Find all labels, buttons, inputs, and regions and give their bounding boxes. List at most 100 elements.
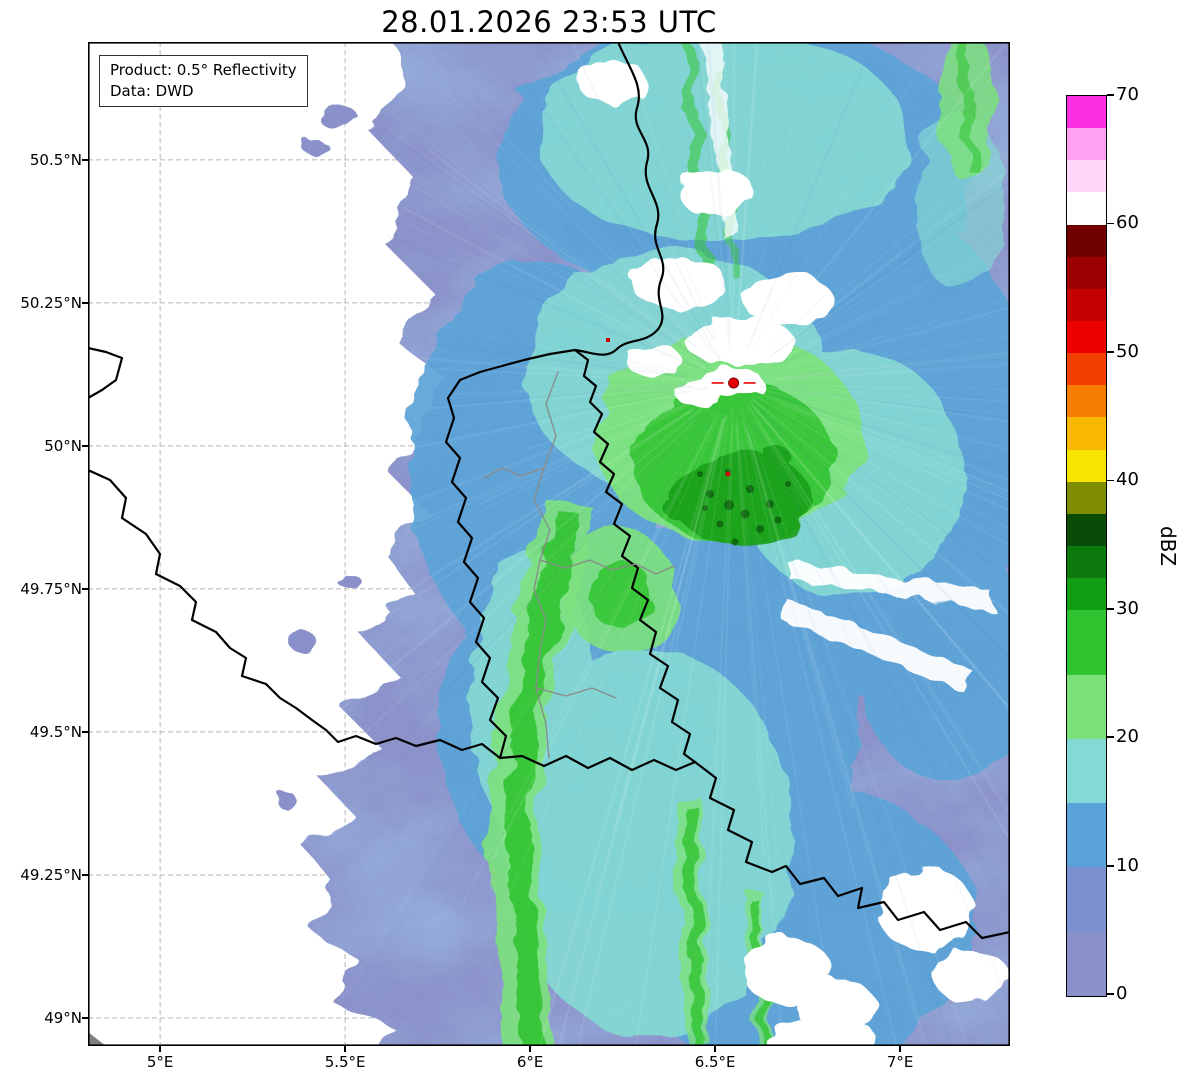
border-layer <box>88 42 1010 1046</box>
radial-streak <box>686 408 734 1046</box>
radial-streak <box>755 397 1010 715</box>
colorbar-tick-mark <box>1107 479 1114 482</box>
canton-borders <box>483 371 675 759</box>
colorbar-tick-mark <box>1107 736 1114 739</box>
plot-frame <box>88 42 1010 1046</box>
radar-site-dot <box>728 377 740 389</box>
product-info-box: Product: 0.5° Reflectivity Data: DWD <box>99 55 308 107</box>
radial-streak <box>406 222 686 361</box>
radial-streak <box>409 401 717 731</box>
echo-free-gaps <box>578 42 1010 1046</box>
x-tick-label: 5°E <box>146 1053 174 1071</box>
radial-streak <box>764 241 936 362</box>
x-tick-label: 7°E <box>886 1053 914 1071</box>
radial-streak <box>577 425 729 1046</box>
colorbar-tick-label: 0 <box>1116 983 1128 1005</box>
radial-streak <box>303 332 705 383</box>
y-tick-label: 49.5°N <box>29 722 82 741</box>
colorbar-tick-mark <box>1107 351 1114 353</box>
y-tick-label: 49.75°N <box>20 579 82 598</box>
radar-site-marker <box>711 377 756 389</box>
high-reflectivity-pixel <box>725 471 731 477</box>
radial-streak <box>575 434 723 1046</box>
radial-streak <box>754 395 1010 623</box>
radial-streak <box>403 42 716 343</box>
colorbar-tick-label: 30 <box>1116 597 1139 619</box>
colorbar-axis-label: dBZ <box>1156 525 1180 567</box>
colorbar-band <box>1067 803 1106 868</box>
radial-streak <box>741 419 904 1046</box>
radial-streak <box>702 424 734 1046</box>
colorbar-band <box>1067 256 1106 289</box>
radial-streak <box>439 418 725 1046</box>
y-tick-mark <box>82 874 88 876</box>
y-tick-mark <box>82 731 88 733</box>
y-tick-mark <box>82 588 88 590</box>
x-tick-mark <box>159 1046 161 1052</box>
radial-streak <box>427 148 704 361</box>
y-tick-mark <box>82 159 88 161</box>
radial-streak <box>303 419 696 1022</box>
colorbar-tick-label: 20 <box>1116 726 1139 748</box>
isolated-echo-patches <box>277 106 362 809</box>
radial-streak <box>747 424 974 1046</box>
radial-streak <box>747 404 1010 1046</box>
colorbar-band <box>1067 385 1106 418</box>
radial-streak <box>594 413 726 902</box>
colorbar-tick-mark <box>1107 864 1114 867</box>
radial-streak <box>747 414 1010 1046</box>
radial-streak <box>746 54 869 349</box>
radial-streak <box>721 42 734 350</box>
radial-streak <box>779 401 1010 730</box>
map-plot <box>88 42 1010 1046</box>
radial-streak <box>651 184 717 339</box>
radial-streak <box>560 398 710 496</box>
colorbar-tick-mark <box>1107 222 1114 225</box>
radial-streak <box>732 42 737 343</box>
x-tick-mark <box>899 1046 901 1052</box>
radial-streak <box>505 418 719 901</box>
radar-echo-field <box>277 42 1010 1046</box>
radial-streak <box>673 414 728 652</box>
high-reflectivity-pixel <box>606 338 610 342</box>
radial-streak <box>772 410 943 533</box>
radial-streak <box>759 42 1010 364</box>
radial-streak <box>747 432 1010 1046</box>
radial-streak <box>480 401 693 505</box>
radial-streak <box>745 428 854 809</box>
radial-streak <box>786 266 1010 380</box>
radial-streak <box>755 419 1010 843</box>
radial-streak <box>612 422 725 832</box>
colorbar-band <box>1067 417 1106 450</box>
colorbar-band <box>1067 867 1106 932</box>
radial-streak <box>772 254 1010 380</box>
radial-streak <box>610 42 731 351</box>
x-tick-label: 5.5°E <box>324 1053 366 1071</box>
colorbar-tick-label: 60 <box>1116 212 1139 234</box>
colorbar-tick-mark <box>1107 608 1114 610</box>
data-source-line: Data: DWD <box>110 82 194 100</box>
colorbar-bands <box>1067 96 1106 996</box>
radial-streak <box>783 97 1010 369</box>
colorbar-band <box>1067 610 1106 675</box>
x-tick-mark <box>714 1046 716 1052</box>
radial-streak <box>762 393 1010 703</box>
radial-streak <box>415 341 686 378</box>
y-tick-label: 49°N <box>44 1008 82 1027</box>
colorbar-tick-mark <box>1107 993 1114 995</box>
colorbar-band <box>1067 160 1106 193</box>
radial-streak <box>303 42 699 347</box>
y-tick-label: 50.25°N <box>20 293 82 312</box>
radial-streak <box>735 42 808 352</box>
radial-streak <box>418 391 689 448</box>
radial-streak <box>752 202 838 350</box>
radial-streak <box>772 400 1010 697</box>
colorbar-band <box>1067 738 1106 804</box>
radial-streak <box>751 397 1010 744</box>
radial-streak <box>425 384 693 408</box>
radial-streak <box>759 384 1010 491</box>
radial-streak <box>303 42 702 358</box>
colorbar-band <box>1067 353 1106 386</box>
colorbar-band <box>1067 546 1106 579</box>
